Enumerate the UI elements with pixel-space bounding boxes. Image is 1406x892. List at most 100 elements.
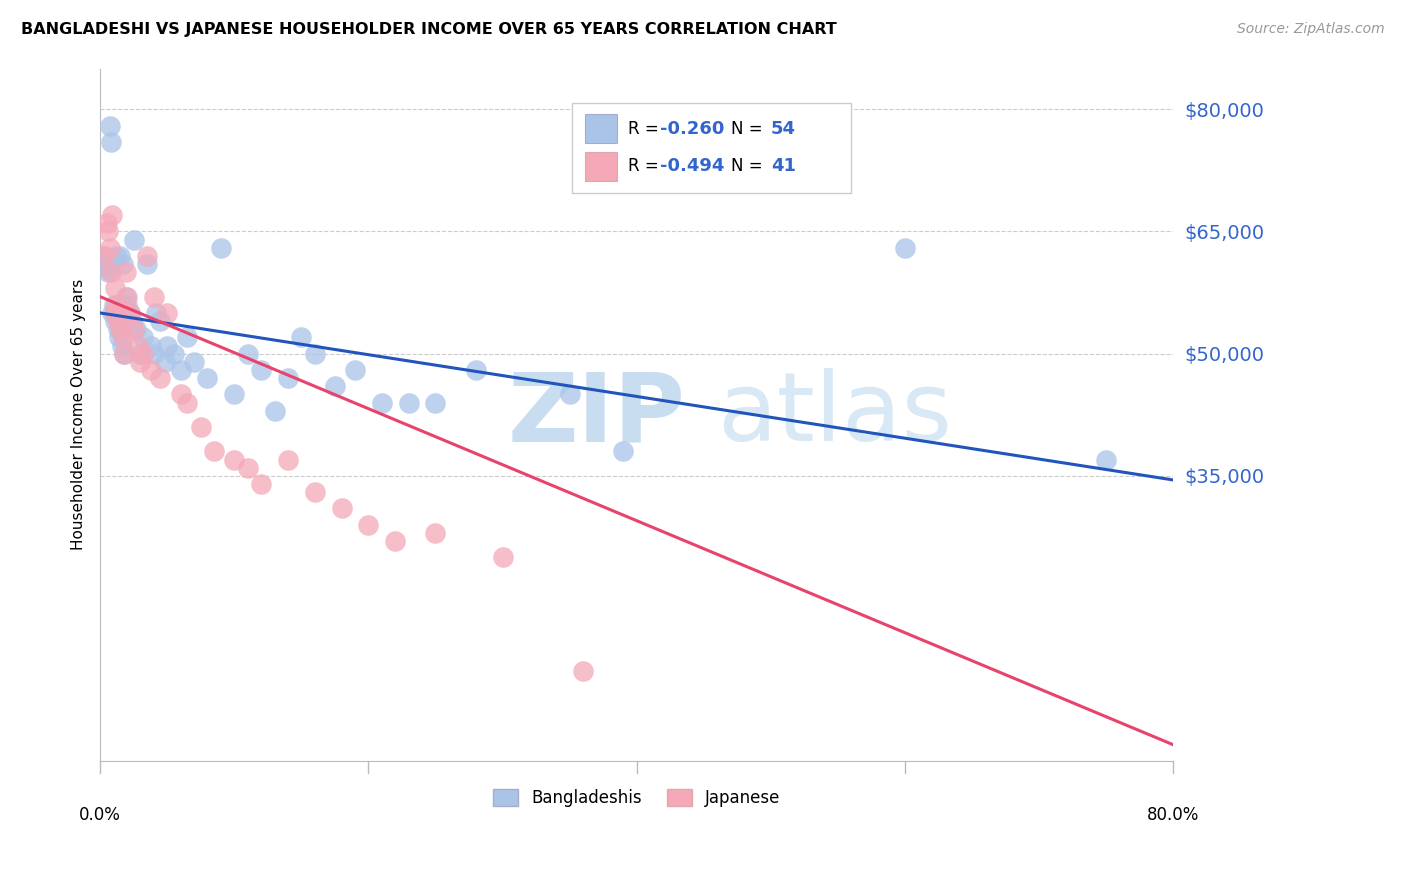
Point	[125, 322, 148, 336]
FancyBboxPatch shape	[572, 103, 851, 194]
Point	[127, 338, 149, 352]
Point	[112, 346, 135, 360]
Point	[103, 298, 125, 312]
Point	[169, 387, 191, 401]
Point	[118, 306, 141, 320]
Text: BANGLADESHI VS JAPANESE HOUSEHOLDER INCOME OVER 65 YEARS CORRELATION CHART: BANGLADESHI VS JAPANESE HOUSEHOLDER INCO…	[21, 22, 837, 37]
Point	[290, 330, 312, 344]
Point	[100, 135, 122, 149]
Point	[96, 216, 118, 230]
Text: atlas: atlas	[717, 368, 952, 461]
Point	[110, 249, 132, 263]
Text: 41: 41	[770, 157, 796, 175]
Text: ZIP: ZIP	[508, 368, 686, 461]
Point	[236, 346, 259, 360]
Point	[142, 346, 165, 360]
Point	[112, 346, 135, 360]
Point	[104, 314, 127, 328]
Point	[197, 371, 219, 385]
Point	[425, 525, 447, 540]
Point	[163, 346, 186, 360]
Point	[156, 338, 179, 352]
Point	[572, 665, 595, 679]
Point	[103, 306, 125, 320]
Point	[425, 395, 447, 409]
Legend: Bangladeshis, Japanese: Bangladeshis, Japanese	[485, 780, 789, 815]
Point	[612, 444, 634, 458]
Point	[121, 314, 143, 328]
Point	[250, 363, 273, 377]
Point	[169, 363, 191, 377]
Text: 54: 54	[770, 120, 796, 137]
Point	[139, 338, 162, 352]
Text: R =: R =	[628, 120, 664, 137]
Point	[122, 233, 145, 247]
Point	[110, 306, 132, 320]
Point	[371, 395, 394, 409]
Point	[236, 460, 259, 475]
Text: N =: N =	[731, 120, 768, 137]
Point	[122, 322, 145, 336]
Point	[93, 249, 115, 263]
Point	[224, 452, 246, 467]
Text: 80.0%: 80.0%	[1147, 805, 1199, 824]
Point	[277, 371, 299, 385]
Point	[111, 330, 134, 344]
Point	[330, 501, 353, 516]
Point	[115, 298, 138, 312]
Point	[97, 265, 120, 279]
Point	[129, 346, 152, 360]
Point	[98, 119, 121, 133]
Text: Source: ZipAtlas.com: Source: ZipAtlas.com	[1237, 22, 1385, 37]
Point	[153, 355, 176, 369]
Point	[107, 322, 129, 336]
Text: -0.260: -0.260	[661, 120, 724, 137]
Text: R =: R =	[628, 157, 664, 175]
Point	[136, 257, 159, 271]
Point	[101, 306, 124, 320]
Point	[304, 346, 326, 360]
Point	[139, 363, 162, 377]
Point	[343, 363, 366, 377]
Point	[491, 550, 513, 565]
Point	[104, 281, 127, 295]
Point	[145, 306, 167, 320]
Point	[110, 338, 132, 352]
Point	[190, 420, 212, 434]
Point	[894, 241, 917, 255]
Point	[224, 387, 246, 401]
Point	[101, 208, 124, 222]
Text: -0.494: -0.494	[661, 157, 724, 175]
Point	[105, 249, 128, 263]
Point	[129, 355, 152, 369]
Point	[96, 261, 118, 276]
Point	[398, 395, 420, 409]
Point	[277, 452, 299, 467]
Point	[132, 330, 155, 344]
Point	[110, 322, 132, 336]
Point	[263, 403, 285, 417]
Point	[156, 306, 179, 320]
Point	[111, 257, 134, 271]
Point	[108, 330, 131, 344]
FancyBboxPatch shape	[585, 114, 617, 144]
Point	[357, 517, 380, 532]
Point	[107, 314, 129, 328]
Point	[1095, 452, 1118, 467]
Point	[132, 346, 155, 360]
Y-axis label: Householder Income Over 65 years: Householder Income Over 65 years	[72, 279, 86, 550]
Point	[97, 224, 120, 238]
Point	[93, 249, 115, 263]
Point	[304, 485, 326, 500]
Point	[100, 265, 122, 279]
Point	[115, 290, 138, 304]
Point	[323, 379, 346, 393]
FancyBboxPatch shape	[585, 152, 617, 181]
Point	[183, 355, 205, 369]
Point	[209, 241, 232, 255]
Point	[149, 314, 172, 328]
Point	[558, 387, 581, 401]
Point	[136, 249, 159, 263]
Point	[94, 257, 117, 271]
Point	[176, 395, 198, 409]
